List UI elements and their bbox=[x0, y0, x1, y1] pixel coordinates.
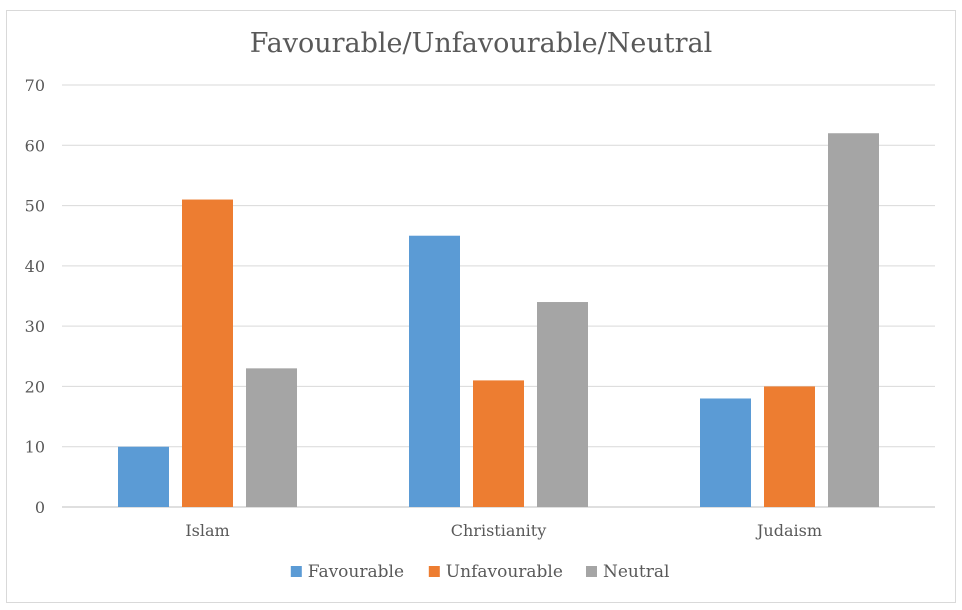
bar-favourable-islam bbox=[118, 446, 169, 507]
y-tick-label: 30 bbox=[25, 317, 45, 336]
legend: Favourable Unfavourable Neutral bbox=[290, 562, 669, 582]
chart-title: Favourable/Unfavourable/Neutral bbox=[250, 28, 713, 59]
bar-neutral-christianity bbox=[537, 302, 588, 507]
x-tick-label: Islam bbox=[185, 521, 229, 540]
y-tick-label: 40 bbox=[25, 257, 45, 276]
legend-swatch-unfavourable bbox=[428, 566, 440, 577]
legend-swatch-favourable bbox=[290, 566, 302, 577]
legend-label: Neutral bbox=[603, 562, 669, 582]
legend-swatch-neutral bbox=[586, 566, 597, 577]
bar-favourable-christianity bbox=[409, 235, 460, 507]
x-tick-label: Judaism bbox=[755, 521, 822, 540]
legend-label: Favourable bbox=[308, 562, 404, 582]
x-axis-ticks: Islam Christianity Judaism bbox=[185, 521, 822, 540]
bar-unfavourable-christianity bbox=[473, 380, 524, 507]
bar-unfavourable-islam bbox=[182, 199, 233, 508]
y-tick-label: 60 bbox=[25, 136, 45, 155]
bars bbox=[118, 133, 879, 508]
bar-unfavourable-judaism bbox=[764, 386, 815, 507]
y-tick-label: 0 bbox=[35, 498, 45, 517]
y-tick-label: 20 bbox=[25, 377, 45, 396]
y-tick-label: 10 bbox=[25, 438, 45, 457]
y-tick-label: 50 bbox=[25, 197, 45, 216]
y-tick-label: 70 bbox=[25, 76, 45, 95]
bar-favourable-judaism bbox=[700, 398, 751, 507]
bar-neutral-judaism bbox=[828, 133, 879, 507]
y-axis-ticks: 0 10 20 30 40 50 60 70 bbox=[25, 76, 45, 517]
bar-neutral-islam bbox=[246, 368, 297, 507]
x-tick-label: Christianity bbox=[451, 521, 547, 540]
legend-label: Unfavourable bbox=[446, 562, 563, 582]
